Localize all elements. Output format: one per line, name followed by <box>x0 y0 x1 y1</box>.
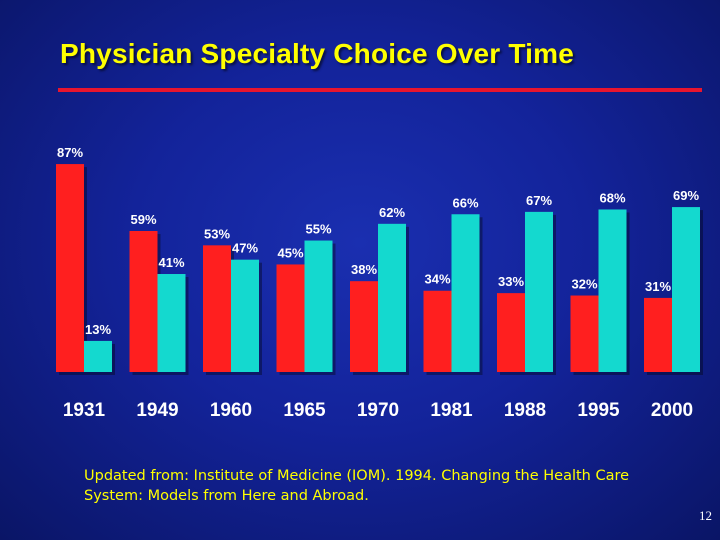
x-tick-label-1965: 1965 <box>283 400 326 421</box>
bar-1965-series-2 <box>304 240 333 372</box>
data-label-1960-series-2: 47% <box>232 241 258 256</box>
data-label-1960-series-1: 53% <box>204 226 230 241</box>
data-label-2000-series-1: 31% <box>645 279 671 294</box>
bar-1970-series-2 <box>378 223 406 372</box>
bar-1981-series-1 <box>423 290 452 372</box>
x-tick-label-1970: 1970 <box>357 400 399 421</box>
data-label-1981-series-1: 34% <box>424 272 450 287</box>
title-underline <box>58 88 702 92</box>
data-label-1949-series-2: 41% <box>158 255 184 270</box>
bar-1960-series-1 <box>203 245 231 372</box>
data-label-1995-series-2: 68% <box>599 190 625 205</box>
data-label-1970-series-1: 38% <box>351 262 377 277</box>
bar-1988-series-2 <box>525 211 553 372</box>
data-label-1965-series-2: 55% <box>305 222 331 237</box>
bar-1981-series-2 <box>451 214 480 372</box>
bar-1995-series-2 <box>598 209 627 372</box>
x-tick-label-1931: 1931 <box>63 400 106 421</box>
x-tick-label-1988: 1988 <box>504 400 546 421</box>
bar-1988-series-1 <box>497 293 525 372</box>
x-tick-label-1981: 1981 <box>430 400 473 421</box>
data-label-1970-series-2: 62% <box>379 205 405 220</box>
data-label-1949-series-1: 59% <box>130 212 156 227</box>
bar-1995-series-1 <box>570 295 599 372</box>
x-tick-label-1960: 1960 <box>210 400 252 421</box>
x-tick-label-1949: 1949 <box>136 400 178 421</box>
bar-1931-series-2 <box>84 340 112 372</box>
data-label-2000-series-2: 69% <box>673 188 699 203</box>
bar-1965-series-1 <box>276 264 305 372</box>
bar-2000-series-1 <box>644 297 672 372</box>
x-tick-label-2000: 2000 <box>651 400 693 421</box>
data-label-1981-series-2: 66% <box>452 195 478 210</box>
page-number: 12 <box>699 508 712 523</box>
data-label-1931-series-2: 13% <box>85 322 111 337</box>
data-label-1995-series-1: 32% <box>571 277 597 292</box>
bar-2000-series-2 <box>672 207 700 372</box>
data-label-1988-series-1: 33% <box>498 274 524 289</box>
source-footnote: Updated from: Institute of Medicine (IOM… <box>84 468 630 504</box>
slide-title: Physician Specialty Choice Over Time <box>60 38 575 69</box>
bar-1949-series-1 <box>129 230 158 372</box>
data-label-1988-series-2: 67% <box>526 193 552 208</box>
data-label-1931-series-1: 87% <box>57 145 83 160</box>
bar-1931-series-1 <box>56 164 84 372</box>
bar-1949-series-2 <box>157 274 186 372</box>
x-tick-label-1995: 1995 <box>577 400 620 421</box>
bar-1970-series-1 <box>350 281 378 372</box>
data-label-1965-series-1: 45% <box>277 245 303 260</box>
bar-1960-series-2 <box>231 259 259 372</box>
